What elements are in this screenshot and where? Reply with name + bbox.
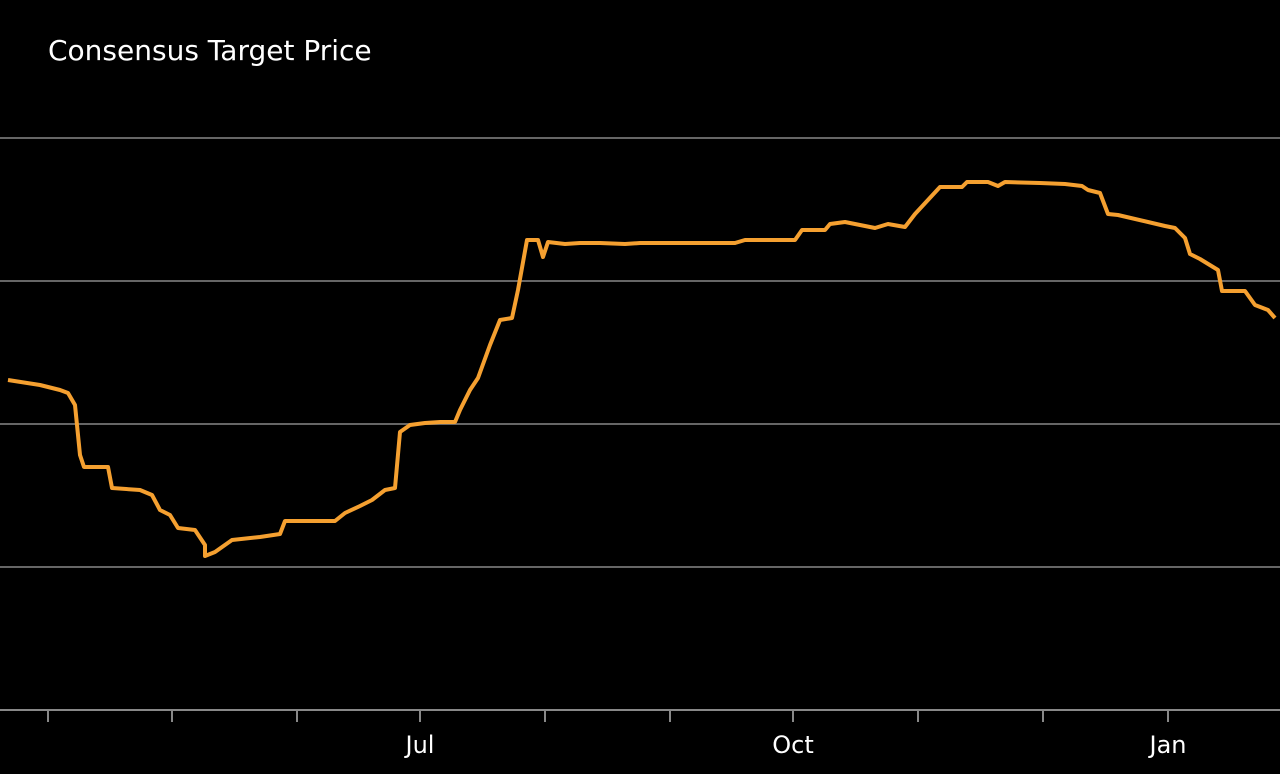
x-tick-label: Jan xyxy=(1148,731,1187,759)
x-tick-label: Jul xyxy=(404,731,435,759)
chart-title: Consensus Target Price xyxy=(48,34,372,67)
x-tick-label: Oct xyxy=(772,731,814,759)
line-series xyxy=(7,180,1277,558)
